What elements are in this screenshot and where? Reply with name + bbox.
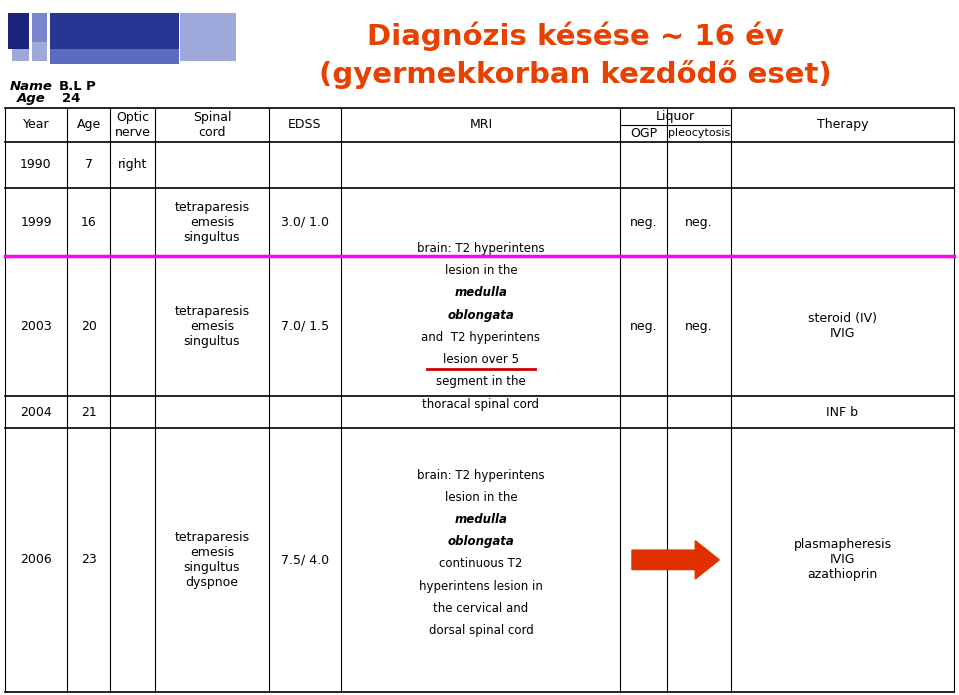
Text: Therapy: Therapy (817, 118, 868, 131)
Bar (50, 49, 179, 64)
Text: Optic
nerve: Optic nerve (115, 111, 151, 139)
Text: pleocytosis: pleocytosis (667, 129, 730, 138)
FancyArrow shape (632, 541, 719, 579)
Text: 3.0/ 1.0: 3.0/ 1.0 (281, 215, 329, 229)
Text: oblongata: oblongata (448, 309, 514, 322)
Text: Year: Year (23, 118, 49, 131)
Text: 20: 20 (81, 320, 97, 333)
Text: lesion in the: lesion in the (445, 264, 517, 277)
Text: 2006: 2006 (20, 553, 52, 566)
Bar (8, 13, 29, 49)
Text: Name: Name (11, 81, 53, 93)
Text: 21: 21 (81, 406, 97, 418)
Text: steroid (IV)
IVIG: steroid (IV) IVIG (808, 312, 877, 341)
Text: lesion over 5: lesion over 5 (443, 353, 519, 366)
Text: 2004: 2004 (20, 406, 52, 418)
Text: brain: T2 hyperintens: brain: T2 hyperintens (417, 468, 545, 482)
Text: Liquor: Liquor (656, 110, 695, 123)
Text: 16: 16 (81, 215, 97, 229)
Text: OGP: OGP (630, 126, 657, 140)
Text: neg.: neg. (685, 215, 713, 229)
Text: plasmapheresis
IVIG
azathioprin: plasmapheresis IVIG azathioprin (793, 539, 892, 581)
Text: medulla: medulla (455, 286, 507, 300)
Text: P: P (85, 81, 95, 93)
Bar (32, 42, 47, 61)
Bar (32, 13, 47, 42)
Text: 1990: 1990 (20, 158, 52, 171)
Text: lesion in the: lesion in the (445, 491, 517, 504)
Text: continuous T2: continuous T2 (439, 557, 523, 571)
Text: hyperintens lesion in: hyperintens lesion in (419, 580, 543, 593)
Text: tetraparesis
emesis
singultus
dyspnoe: tetraparesis emesis singultus dyspnoe (175, 531, 249, 589)
Bar (12, 49, 29, 61)
Text: thoracal spinal cord: thoracal spinal cord (422, 398, 540, 411)
Text: 1999: 1999 (20, 215, 52, 229)
Text: 2003: 2003 (20, 320, 52, 333)
Text: dorsal spinal cord: dorsal spinal cord (429, 624, 533, 637)
Text: 24: 24 (61, 92, 81, 105)
Text: Diagnózis késése ~ 16 év: Diagnózis késése ~ 16 év (367, 22, 784, 51)
Text: right: right (118, 158, 148, 171)
Text: neg.: neg. (685, 320, 713, 333)
Text: segment in the: segment in the (436, 375, 526, 389)
Text: oblongata: oblongata (448, 535, 514, 548)
Text: brain: T2 hyperintens: brain: T2 hyperintens (417, 242, 545, 255)
Text: medulla: medulla (455, 513, 507, 526)
Bar (180, 13, 236, 61)
Text: 7.0/ 1.5: 7.0/ 1.5 (281, 320, 329, 333)
Text: Age: Age (77, 118, 101, 131)
Text: tetraparesis
emesis
singultus: tetraparesis emesis singultus (175, 201, 249, 243)
Text: the cervical and: the cervical and (433, 602, 528, 615)
Text: tetraparesis
emesis
singultus: tetraparesis emesis singultus (175, 305, 249, 348)
Text: neg.: neg. (630, 215, 657, 229)
Text: Spinal
cord: Spinal cord (193, 111, 231, 139)
Text: (gyermekkorban kezdődő eset): (gyermekkorban kezdődő eset) (319, 60, 831, 89)
Text: 23: 23 (81, 553, 97, 566)
Text: INF b: INF b (827, 406, 858, 418)
Text: Age: Age (17, 92, 46, 105)
Text: B.L: B.L (59, 81, 82, 93)
Text: and  T2 hyperintens: and T2 hyperintens (421, 331, 541, 344)
Text: 7: 7 (84, 158, 93, 171)
Bar (50, 13, 179, 49)
Text: MRI: MRI (469, 118, 493, 131)
Text: EDSS: EDSS (289, 118, 321, 131)
Text: 7.5/ 4.0: 7.5/ 4.0 (281, 553, 329, 566)
Text: neg.: neg. (630, 320, 657, 333)
